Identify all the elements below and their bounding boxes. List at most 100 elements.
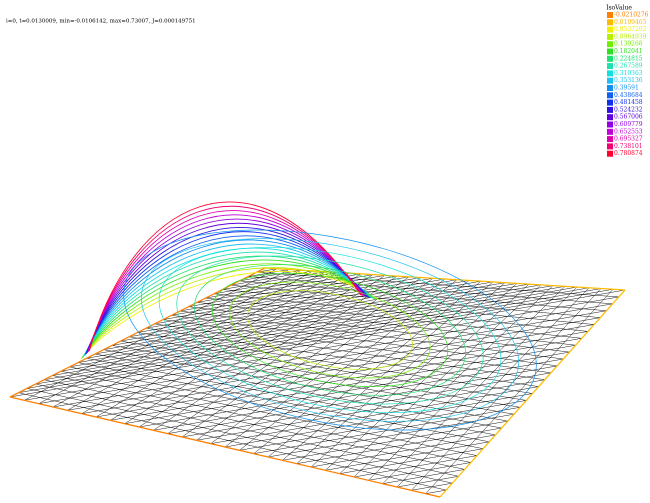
mesh-edge xyxy=(411,482,453,491)
isoline xyxy=(85,231,369,355)
mesh-edge xyxy=(382,469,465,484)
mesh-edge xyxy=(411,288,602,491)
legend-swatch xyxy=(607,121,613,128)
isoline-ring xyxy=(158,246,502,414)
mesh-edge xyxy=(138,351,570,428)
legend-swatch xyxy=(607,136,613,143)
legend-label: 0.310363 xyxy=(614,70,643,77)
isoline-ring xyxy=(176,255,484,405)
boundary-edge xyxy=(439,289,626,498)
mesh-edge xyxy=(95,331,589,418)
legend: -0.02102760.01094650.05372020.09649390.1… xyxy=(607,12,649,157)
mesh-edge xyxy=(26,288,602,389)
legend-label: 0.438684 xyxy=(614,92,643,99)
legend-label: 0.695327 xyxy=(614,136,643,143)
mesh-edge xyxy=(60,285,554,372)
mesh-edge xyxy=(267,413,515,458)
legend-swatch xyxy=(607,12,613,18)
mesh-edge xyxy=(26,388,453,484)
legend-swatch xyxy=(607,128,613,135)
legend-title: IsoValue xyxy=(606,5,632,12)
mesh-edge xyxy=(210,386,539,444)
mesh-edge xyxy=(154,277,422,325)
isoline xyxy=(84,243,372,356)
legend-swatch xyxy=(607,143,613,150)
isoline-ring xyxy=(141,238,519,422)
isoline-ring xyxy=(229,281,431,379)
legend-swatch xyxy=(607,70,613,77)
legend-label: 0.353136 xyxy=(614,77,643,84)
isoline xyxy=(80,270,379,360)
legend-swatch xyxy=(607,63,613,70)
legend-label: 0.39591 xyxy=(614,85,639,92)
legend-swatch xyxy=(607,77,613,84)
mesh-edge xyxy=(18,289,614,393)
isoline-ring xyxy=(123,229,537,431)
isoline-ring xyxy=(247,290,413,370)
mesh-edge xyxy=(69,284,542,368)
legend-swatch xyxy=(607,114,613,121)
legend-swatch xyxy=(607,85,613,91)
isoline xyxy=(88,210,364,352)
legend-label: 0.738101 xyxy=(614,143,643,150)
isoline xyxy=(81,267,378,359)
legend-swatch xyxy=(607,26,613,33)
boundary-edge xyxy=(9,396,441,498)
mesh-edge xyxy=(339,448,484,474)
mesh-edge xyxy=(9,289,626,398)
isoline xyxy=(84,239,371,356)
isoline xyxy=(86,227,368,354)
legend-label: 0.780874 xyxy=(614,150,643,157)
mesh-edge xyxy=(52,310,607,408)
mesh-edge xyxy=(35,287,590,385)
mesh-edge xyxy=(162,276,410,320)
mesh-edge xyxy=(425,489,447,494)
header-text: i=0, t=0.0130009, min=-0.0106142, max=0.… xyxy=(6,19,196,25)
mesh-edge xyxy=(110,338,582,421)
mesh-edge xyxy=(128,279,458,338)
isoline xyxy=(82,255,375,358)
isolines xyxy=(80,201,537,431)
isoline xyxy=(81,263,377,359)
mesh-edge xyxy=(124,344,576,424)
mesh-edge xyxy=(325,441,490,471)
mesh-edge xyxy=(67,317,601,411)
mesh-edge xyxy=(368,462,471,481)
mesh-edge xyxy=(205,272,350,299)
legend-label: 0.609779 xyxy=(614,121,643,128)
mesh-edge xyxy=(396,476,459,488)
isoline xyxy=(87,218,366,353)
mesh-edge xyxy=(43,286,578,381)
mesh-edge xyxy=(52,375,471,463)
mesh-edge xyxy=(35,383,459,477)
mesh-edge xyxy=(396,287,590,488)
mesh-edge xyxy=(239,400,527,451)
legend-label: 0.652553 xyxy=(614,128,643,135)
legend-label: 0.182041 xyxy=(614,48,643,55)
mesh-edge xyxy=(353,455,478,478)
legend-swatch xyxy=(607,106,613,113)
legend-label: 0.224815 xyxy=(614,55,643,62)
mesh-edge xyxy=(282,420,508,461)
isoline-ring xyxy=(211,272,449,388)
mesh-edge xyxy=(224,393,533,448)
legend-swatch xyxy=(607,99,613,106)
isoline xyxy=(87,214,365,353)
mesh-edge xyxy=(81,324,595,414)
isoline xyxy=(88,205,363,352)
boundary-edge xyxy=(264,267,626,291)
mesh-edge xyxy=(296,282,506,464)
legend-swatch xyxy=(607,92,613,99)
legend-label: 0.267589 xyxy=(614,63,643,70)
mesh-edge xyxy=(425,289,614,494)
mesh-edge xyxy=(38,303,613,404)
mesh-edge xyxy=(310,434,496,468)
mesh-edge xyxy=(196,379,545,441)
mesh-edge xyxy=(181,372,552,438)
mesh-edge xyxy=(222,271,326,290)
mesh-edge xyxy=(120,280,470,342)
legend-label: 0.524232 xyxy=(614,106,643,113)
isoline xyxy=(85,235,370,355)
mesh-edge xyxy=(18,392,447,491)
